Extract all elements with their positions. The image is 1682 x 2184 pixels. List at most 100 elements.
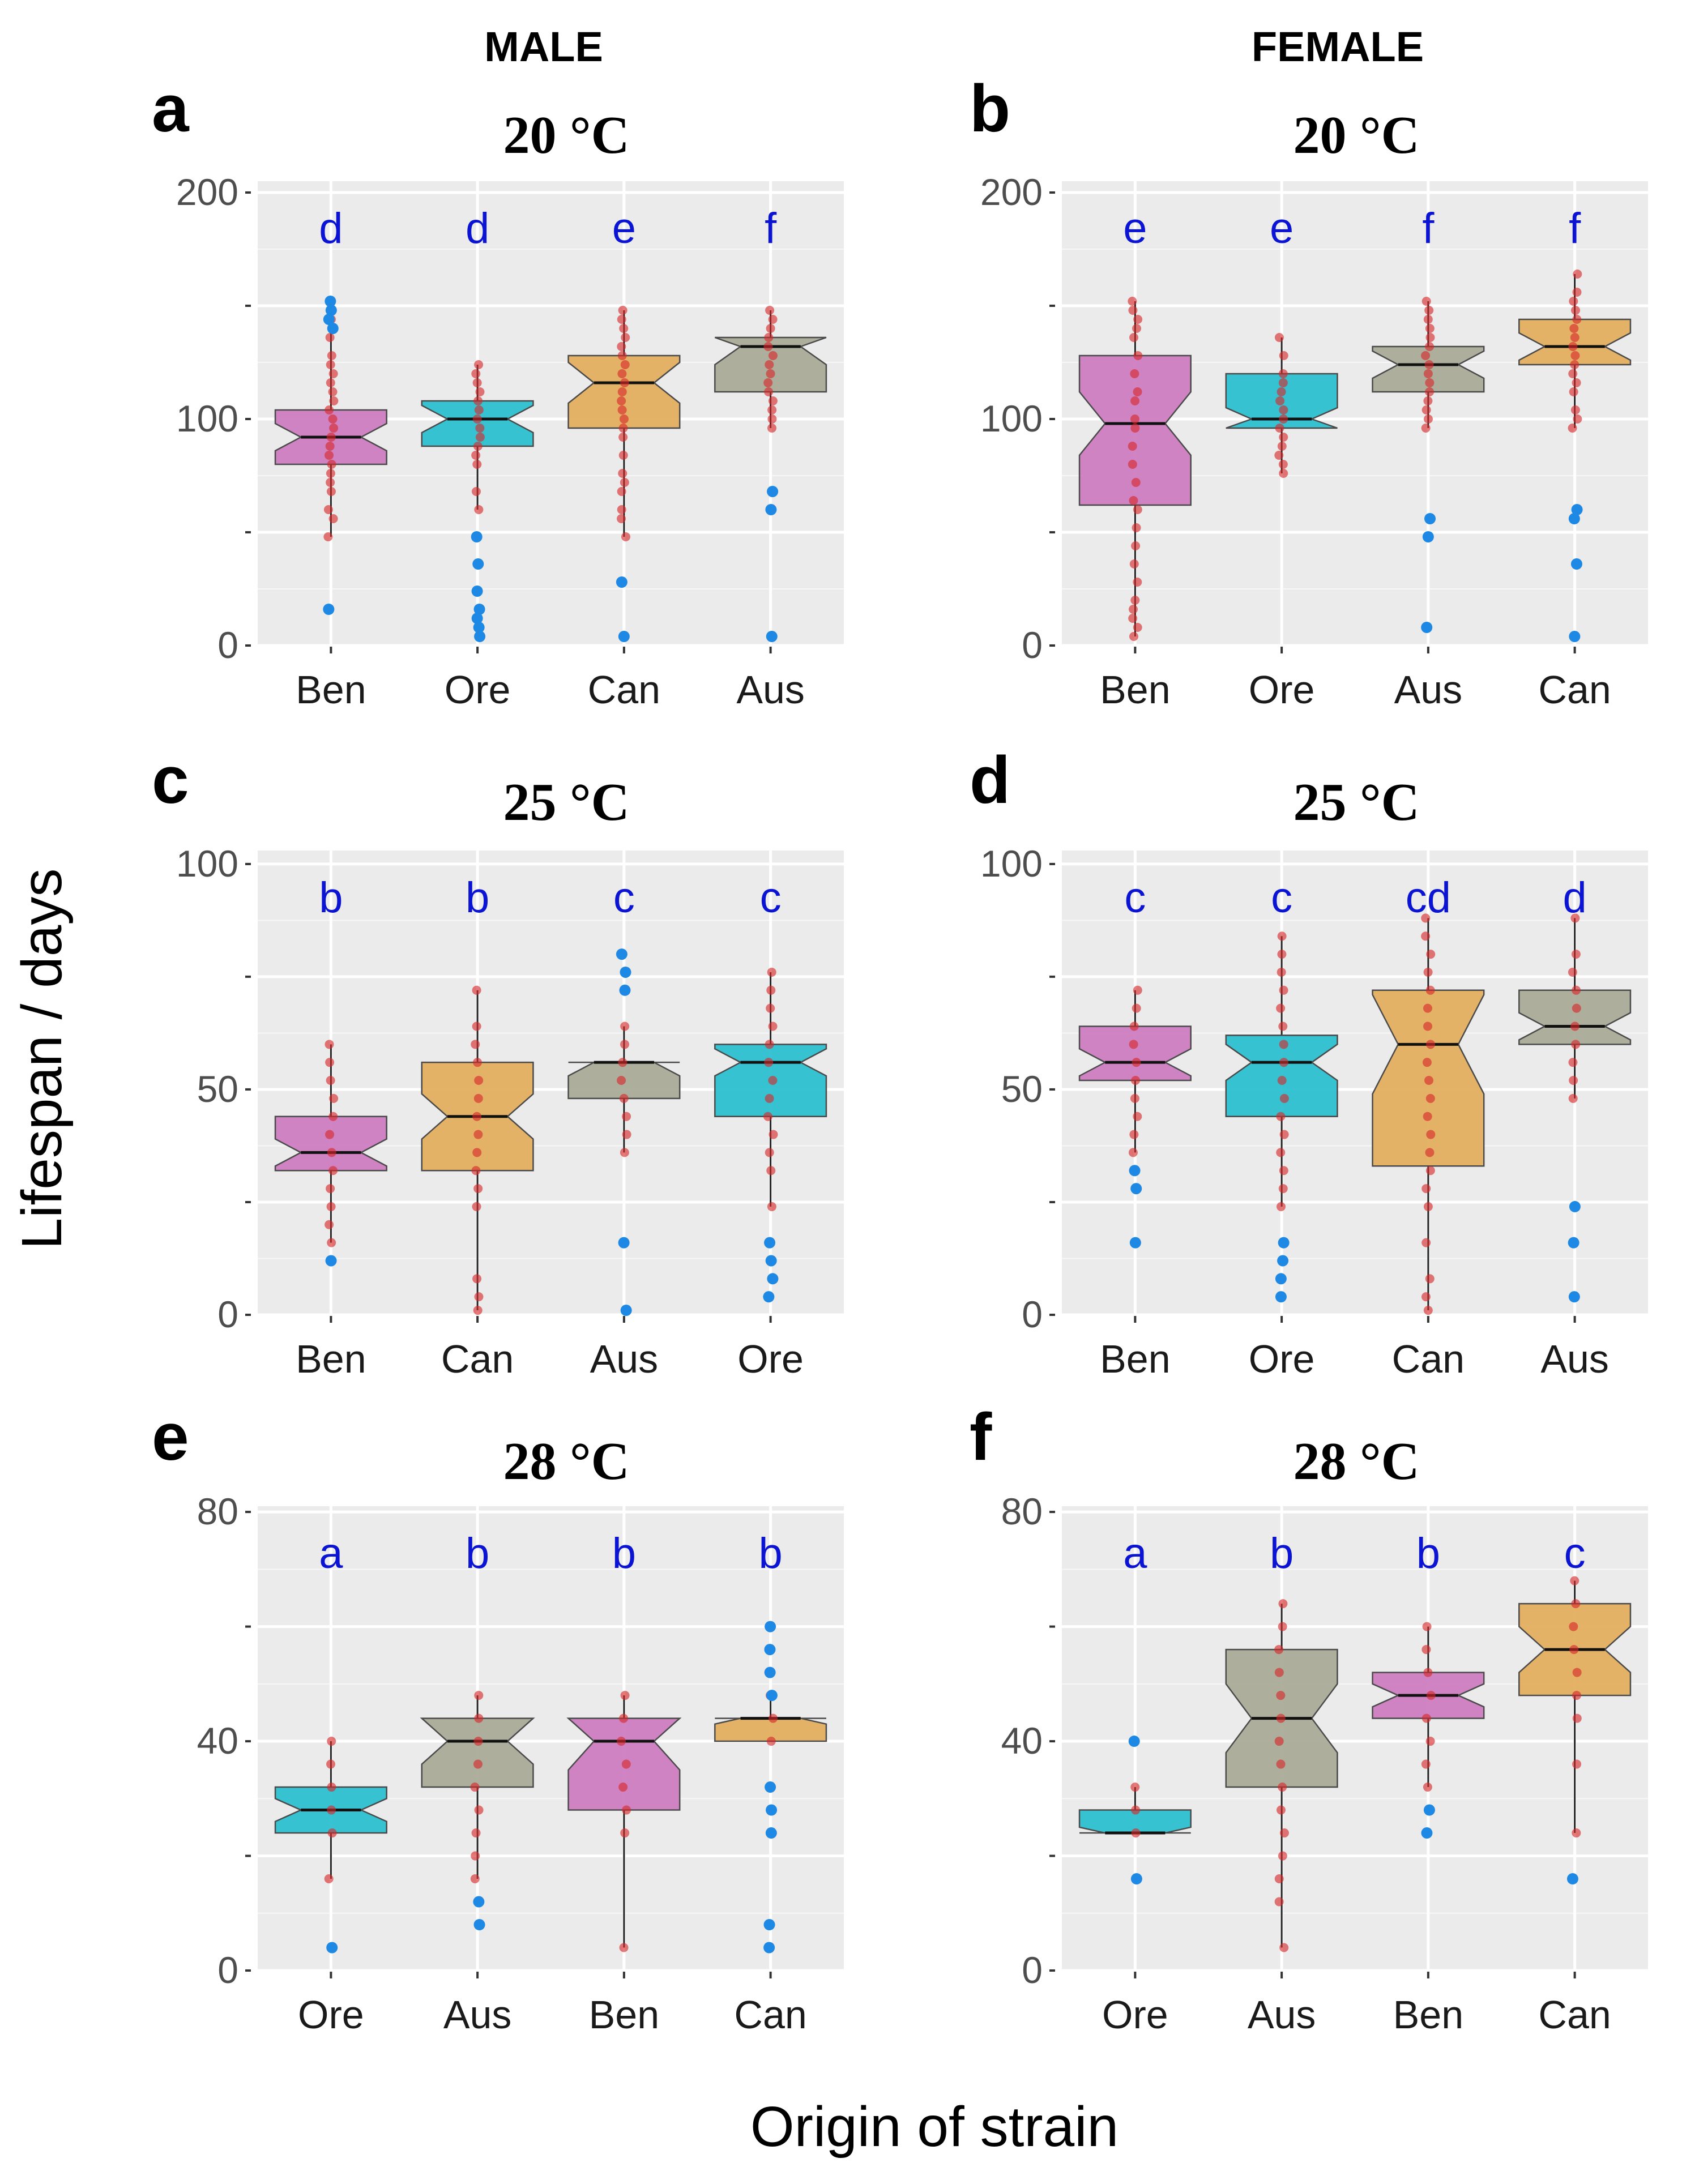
data-point — [1129, 605, 1138, 614]
data-point — [1573, 270, 1582, 279]
data-point — [768, 1076, 778, 1085]
data-point — [1276, 1713, 1286, 1723]
plot-background — [1062, 1506, 1648, 1971]
outlier-point — [1568, 1291, 1580, 1303]
category-label: Ore — [1102, 1993, 1168, 2037]
data-point — [1279, 985, 1288, 995]
y-tick-label: 50 — [197, 1068, 238, 1110]
data-point — [1425, 387, 1435, 396]
data-point — [329, 424, 339, 433]
data-point — [1569, 1645, 1579, 1655]
data-point — [1133, 315, 1143, 324]
data-point — [1277, 442, 1287, 451]
outlier-point — [1275, 1291, 1287, 1303]
data-point — [766, 1737, 776, 1746]
significance-letter: b — [1270, 1529, 1293, 1578]
data-point — [1129, 496, 1138, 505]
data-point — [765, 1148, 774, 1157]
data-point — [1130, 369, 1139, 378]
data-point — [1277, 387, 1286, 396]
data-point — [1572, 378, 1581, 387]
panel-label: f — [970, 1400, 992, 1474]
category-label: Aus — [443, 1993, 512, 2037]
data-point — [1279, 1058, 1288, 1067]
data-point — [619, 414, 629, 424]
data-point — [1423, 1668, 1433, 1677]
data-point — [617, 1076, 626, 1085]
data-point — [1277, 1076, 1287, 1085]
data-point — [763, 342, 773, 351]
data-point — [1132, 1003, 1141, 1013]
data-point — [1128, 1148, 1138, 1157]
data-point — [1568, 369, 1578, 378]
data-point — [1279, 433, 1288, 442]
box-body — [420, 1717, 535, 1788]
box-body — [714, 1717, 827, 1742]
outlier-point — [323, 314, 335, 325]
significance-letter: b — [1416, 1529, 1440, 1578]
data-point — [1571, 306, 1581, 315]
data-point — [326, 378, 335, 387]
outlier-point — [1424, 513, 1436, 524]
data-point — [1279, 1166, 1288, 1176]
data-point — [619, 1093, 629, 1103]
data-point — [621, 532, 630, 541]
data-point — [327, 1805, 336, 1815]
significance-letter: a — [1123, 1529, 1147, 1578]
panel-e: e 28 °C 0 40 80 a b b b Ore Aus Ben Can — [152, 1400, 844, 2037]
data-point — [1130, 1783, 1140, 1792]
data-point — [1129, 1040, 1138, 1049]
data-point — [472, 1022, 481, 1031]
data-point — [325, 333, 335, 342]
outlier-point — [323, 604, 335, 615]
data-point — [472, 1112, 482, 1121]
data-point — [1572, 1759, 1582, 1769]
data-point — [327, 1783, 336, 1792]
data-point — [767, 967, 776, 977]
y-tick-label: 80 — [197, 1490, 238, 1532]
outlier-point — [619, 984, 631, 996]
significance-letter: c — [1271, 874, 1292, 922]
data-point — [329, 396, 339, 405]
data-point — [1570, 360, 1579, 369]
data-point — [1131, 478, 1141, 487]
outlier-point — [620, 966, 631, 978]
data-point — [1421, 1292, 1431, 1302]
data-point — [769, 1130, 778, 1139]
data-point — [1278, 1622, 1287, 1631]
outlier-point — [765, 1621, 776, 1632]
data-point — [325, 1130, 335, 1139]
box-aus — [420, 1695, 535, 1879]
data-point — [1423, 1202, 1433, 1211]
data-point — [1274, 1874, 1284, 1884]
data-point — [471, 451, 481, 460]
data-point — [474, 360, 484, 369]
box-body — [1518, 318, 1632, 366]
outlier-point — [1129, 1237, 1141, 1249]
data-point — [617, 514, 626, 523]
outlier-point — [620, 1305, 632, 1317]
data-point — [1131, 1076, 1141, 1085]
data-point — [1422, 1622, 1432, 1631]
data-point — [1130, 1093, 1139, 1103]
data-point — [328, 1112, 338, 1121]
outlier-point — [1571, 504, 1583, 515]
box-ore — [421, 365, 534, 510]
data-point — [617, 505, 626, 514]
category-label: Ben — [589, 1993, 660, 2037]
data-point — [1133, 578, 1142, 587]
data-point — [1573, 414, 1582, 424]
data-point — [1274, 451, 1284, 460]
outlier-point — [325, 296, 336, 307]
category-label: Can — [1538, 1993, 1611, 2037]
category-label: Ben — [296, 1337, 366, 1381]
box-body — [1078, 1025, 1192, 1082]
outlier-point — [764, 1237, 776, 1249]
outlier-point — [618, 631, 630, 642]
data-point — [1425, 985, 1435, 995]
data-point — [1424, 360, 1434, 369]
data-point — [327, 1238, 336, 1247]
data-point — [1130, 396, 1140, 405]
category-label: Can — [1392, 1337, 1465, 1381]
panel-label: b — [970, 71, 1010, 146]
